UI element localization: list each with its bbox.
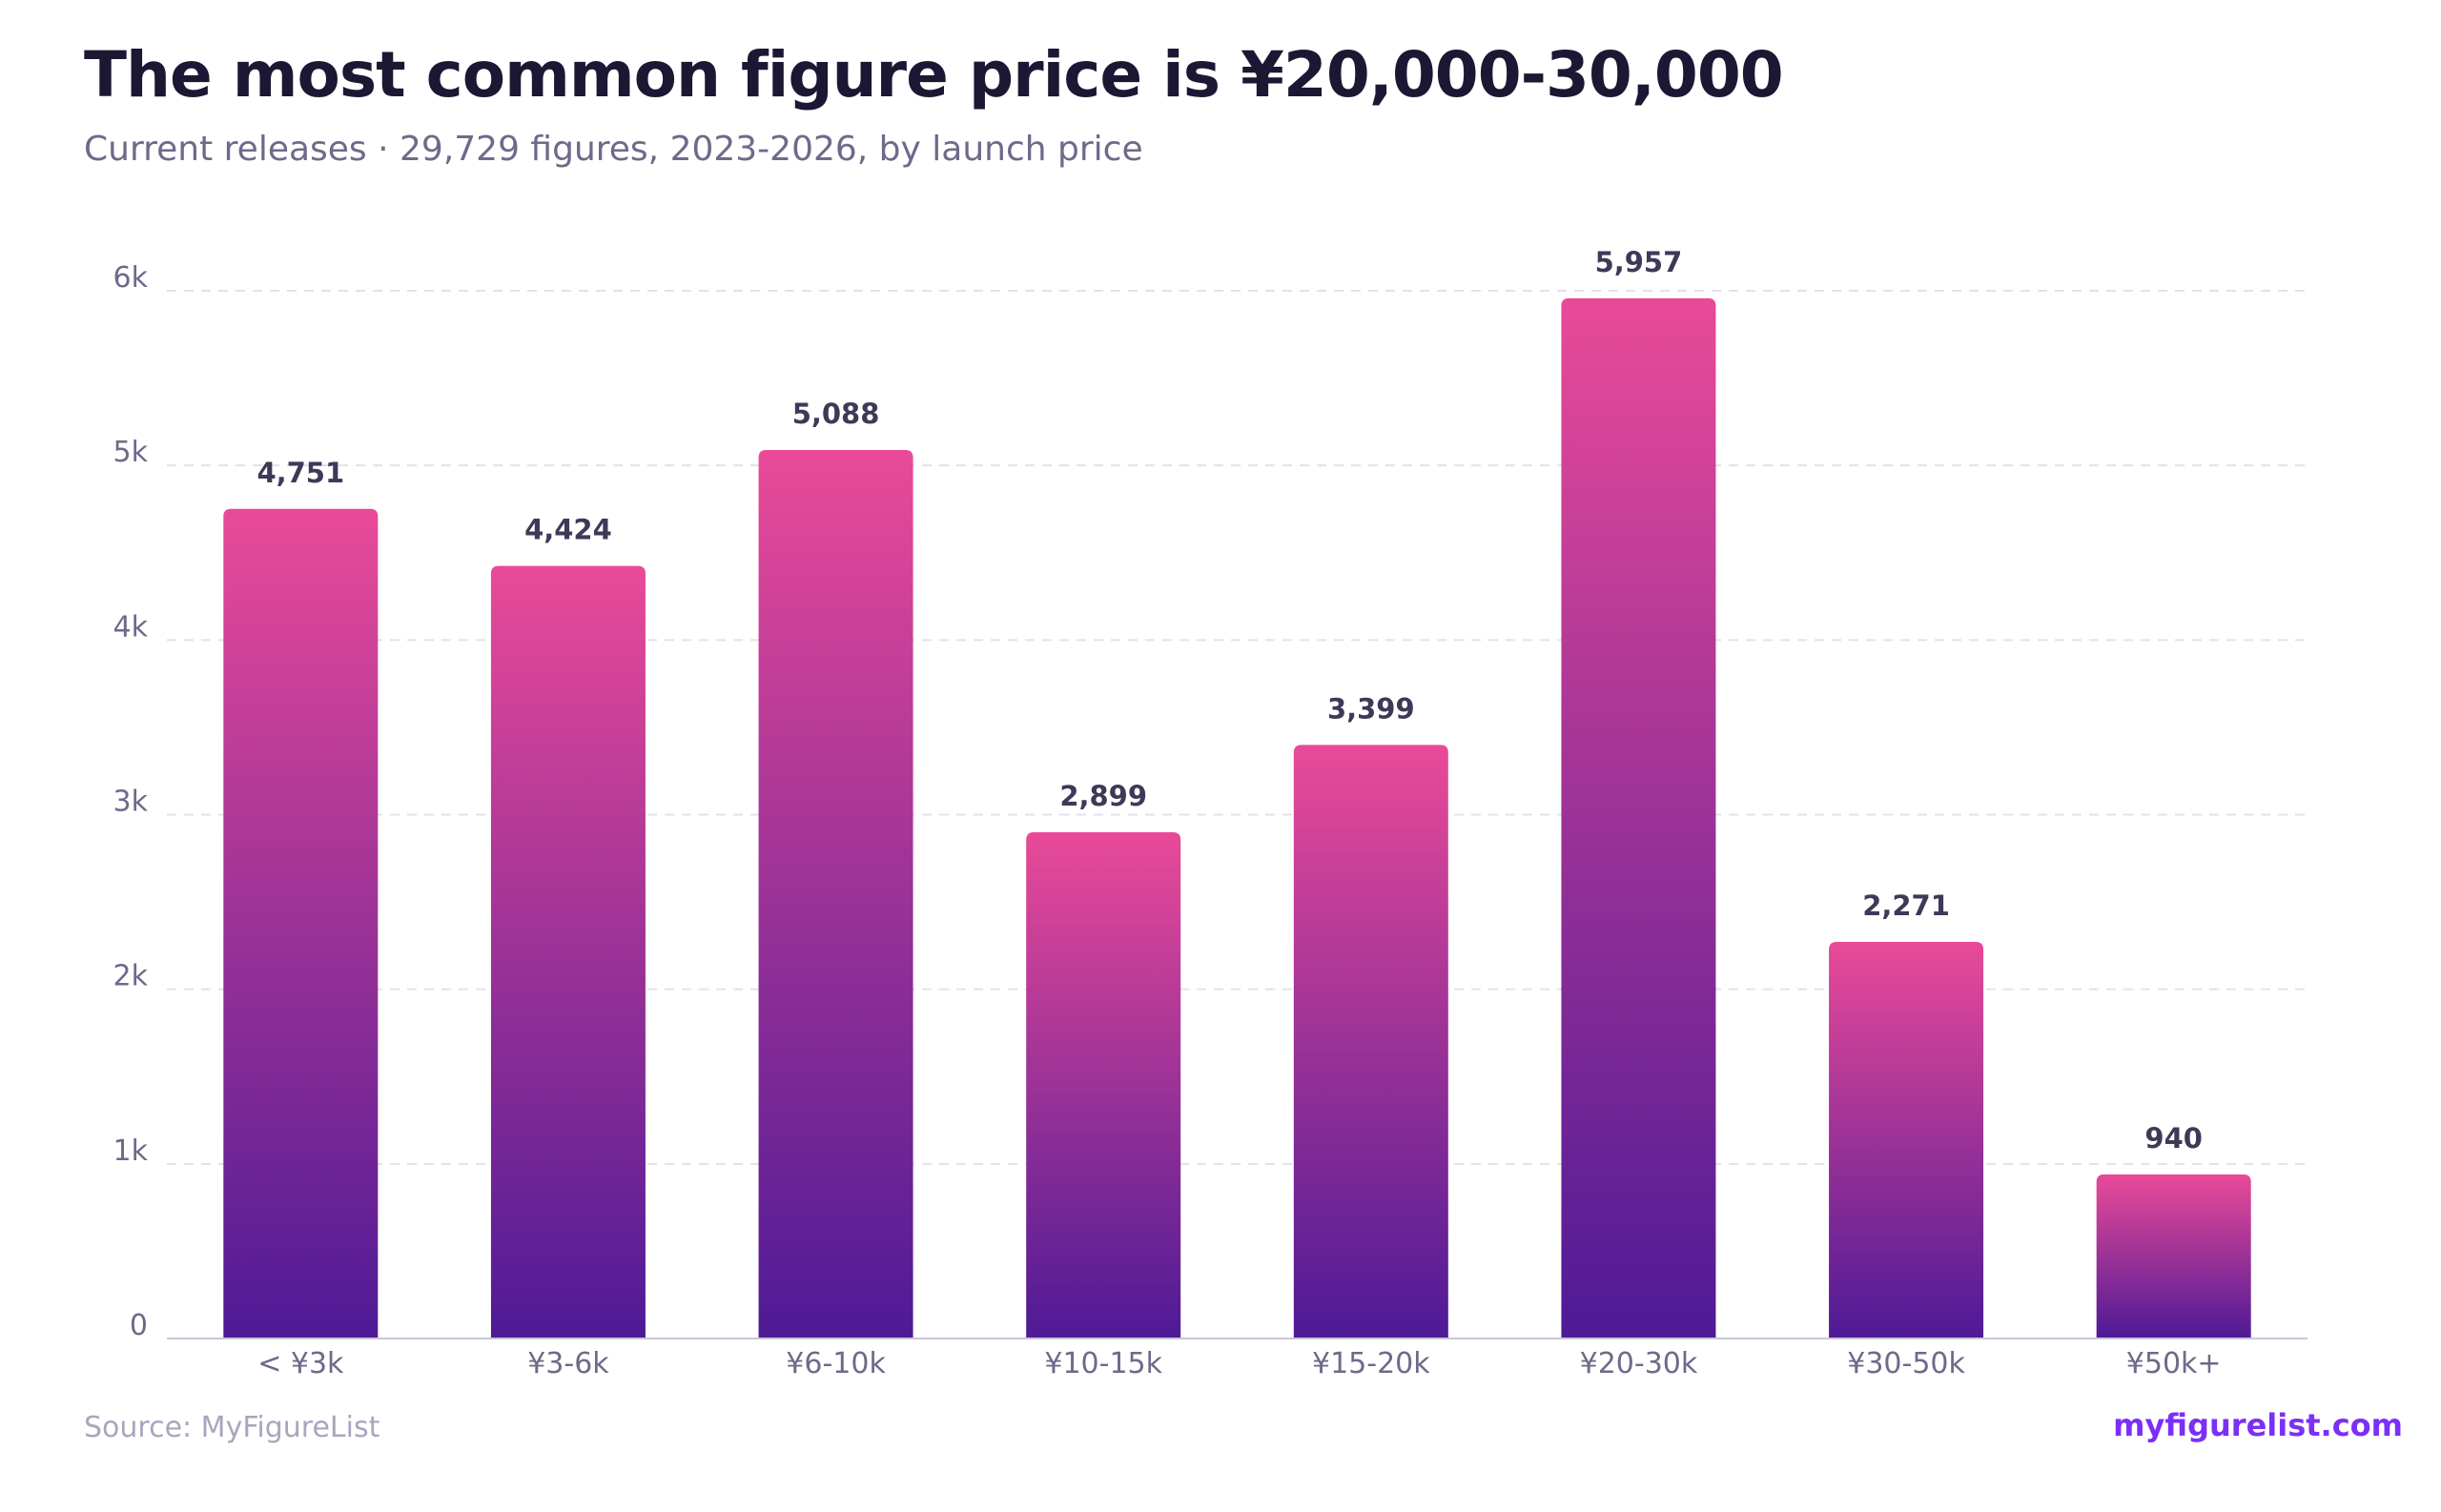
bar (1561, 297, 1716, 1338)
bar-value-label: 940 (2144, 1122, 2203, 1154)
bar (1829, 942, 1984, 1338)
bars (223, 297, 2251, 1339)
bar-value-label: 2,271 (1862, 889, 1950, 922)
y-tick-label: 1k (113, 1134, 149, 1168)
x-tick-label: ¥6-10k (786, 1347, 886, 1380)
bar (490, 565, 646, 1338)
x-tick-label: ¥15-20k (1312, 1347, 1430, 1380)
bar-value-label: 2,899 (1059, 780, 1147, 812)
x-axis-ticks: < ¥3k ¥3-6k ¥6-10k ¥10-15k ¥15-20k ¥20-30k ¥30… (257, 1347, 2221, 1380)
source-note: Source: MyFigureList (84, 1411, 380, 1444)
bar-value-label: 5,957 (1595, 246, 1683, 278)
bar-value-label: 3,399 (1327, 692, 1415, 725)
bar-value-labels: 4,751 4,424 5,088 2,899 3,399 5,957 2,271 940 (256, 246, 2203, 1154)
bar (758, 450, 913, 1339)
x-tick-label: ¥50k+ (2126, 1347, 2222, 1380)
bar (1026, 831, 1181, 1338)
x-tick-label: ¥30-50k (1847, 1347, 1965, 1380)
y-tick-label: 4k (113, 610, 149, 644)
bar-value-label: 4,751 (256, 457, 344, 489)
bar (223, 508, 379, 1338)
x-tick-label: < ¥3k (257, 1347, 344, 1380)
x-tick-label: ¥3-6k (527, 1347, 609, 1380)
y-tick-label: 6k (113, 261, 149, 295)
chart-subtitle: Current releases · 29,729 figures, 2023-… (84, 130, 1143, 169)
y-tick-label: 0 (130, 1309, 148, 1342)
x-tick-label: ¥10-15k (1044, 1347, 1162, 1380)
bar-value-label: 4,424 (524, 514, 612, 546)
y-tick-label: 2k (113, 960, 149, 993)
chart-title: The most common figure price is ¥20,000-… (84, 38, 1784, 112)
y-axis-ticks: 0 1k 2k 3k 4k 5k 6k (113, 261, 149, 1342)
bar (1293, 745, 1448, 1338)
x-tick-label: ¥20-30k (1580, 1347, 1698, 1380)
gridlines (167, 290, 2308, 1165)
y-tick-label: 5k (113, 436, 149, 469)
brand-link[interactable]: myfigurelist.com (2113, 1407, 2403, 1443)
bar-value-label: 5,088 (792, 398, 880, 430)
bar (2096, 1174, 2251, 1338)
y-tick-label: 3k (113, 786, 149, 819)
